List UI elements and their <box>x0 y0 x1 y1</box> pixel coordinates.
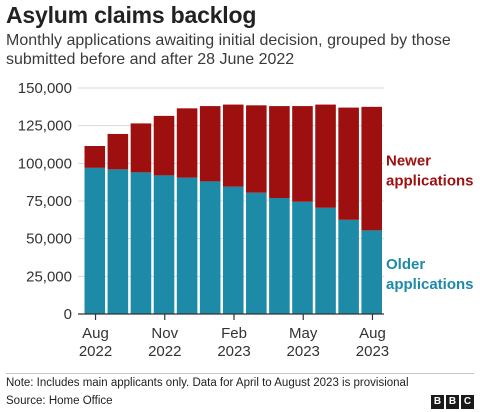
bar-segment-older <box>222 186 244 314</box>
logo-letter-b1: B <box>431 395 444 409</box>
stacked-bar-chart: 0 25,000 50,000 75,000 100,000 125,000 150,000… <box>18 80 474 360</box>
bar-segment-newer <box>107 133 129 170</box>
chart-note: Note: Includes main applicants only. Dat… <box>6 377 409 389</box>
bar-segment-older <box>338 219 359 314</box>
bar-segment-older <box>315 207 336 314</box>
bar-segment-older <box>84 167 106 314</box>
x-tick-label-year: 2023 <box>356 343 389 360</box>
bar-segment-older <box>246 192 267 314</box>
bar-segment-older <box>130 172 152 314</box>
y-tick-label: 0 <box>64 306 72 323</box>
chart-title: Asylum claims backlog <box>6 2 257 28</box>
bar-segment-newer <box>153 115 175 176</box>
y-tick-label: 75,000 <box>26 193 72 210</box>
label-older-applications: Older <box>386 256 425 273</box>
bar-segment-newer <box>176 108 198 178</box>
bar-segment-newer <box>361 106 382 231</box>
bar-segment-newer <box>130 123 152 173</box>
chart-subtitle: Monthly applications awaiting initial de… <box>6 32 451 68</box>
bar-segment-newer <box>246 105 267 193</box>
bar-segment-older <box>361 230 382 314</box>
bar-segment-newer <box>292 106 313 202</box>
bar-segment-newer <box>269 106 290 198</box>
label-older-applications: applications <box>386 276 474 293</box>
y-tick-label: 100,000 <box>18 155 72 172</box>
bar-segment-newer <box>338 107 359 220</box>
bbc-logo: B B C <box>431 395 474 409</box>
y-tick-label: 25,000 <box>26 268 72 285</box>
bar-segment-newer <box>222 104 244 187</box>
chart-source: Source: Home Office <box>6 395 113 407</box>
bar-segment-older <box>269 197 290 314</box>
y-tick-label: 125,000 <box>18 118 72 135</box>
logo-letter-c: C <box>461 395 474 409</box>
bar-segment-older <box>176 177 198 314</box>
label-newer-applications: Newer <box>386 153 431 170</box>
logo-letter-b2: B <box>446 395 459 409</box>
y-tick-label: 50,000 <box>26 231 72 248</box>
label-newer-applications: applications <box>386 173 474 190</box>
x-tick-label-month: Aug <box>359 325 386 342</box>
x-tick-label-month: Feb <box>221 325 247 342</box>
bar-segment-newer <box>199 106 221 182</box>
x-tick-label-year: 2022 <box>79 343 112 360</box>
x-tick-label-month: Aug <box>82 325 109 342</box>
x-tick-label-year: 2023 <box>287 343 320 360</box>
bar-segment-older <box>153 175 175 314</box>
y-tick-label: 150,000 <box>18 80 72 97</box>
x-tick-label-year: 2023 <box>217 343 250 360</box>
bar-segment-newer <box>315 104 336 208</box>
footer-divider <box>6 373 474 374</box>
bar-segment-older <box>199 181 221 314</box>
x-tick-label-year: 2022 <box>148 343 181 360</box>
bar-segment-newer <box>84 146 106 168</box>
bar-segment-older <box>107 169 129 314</box>
bar-segment-older <box>292 201 313 314</box>
x-tick-label-month: Nov <box>151 325 178 342</box>
x-tick-label-month: May <box>289 325 318 342</box>
